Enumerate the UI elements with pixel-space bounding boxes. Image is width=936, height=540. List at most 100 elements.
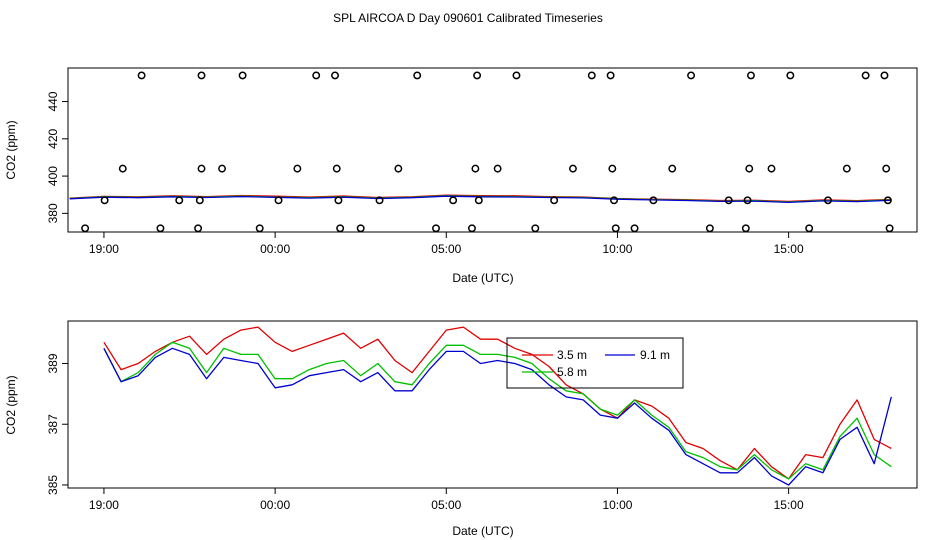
legend: 3.5 m 9.1 m 5.8 m xyxy=(506,337,684,389)
legend-label-3-5m: 3.5 m xyxy=(557,348,587,362)
top-x-axis: 19:00 00:00 05:00 10:00 15:00 xyxy=(89,232,804,256)
bottom-x-axis-label: Date (UTC) xyxy=(452,524,513,538)
data-point xyxy=(195,196,204,205)
data-point xyxy=(331,71,339,80)
x-tick-label: 00:00 xyxy=(260,498,290,512)
data-point xyxy=(473,71,482,80)
data-point xyxy=(531,224,540,233)
data-point xyxy=(137,71,146,80)
y-tick-label: 385 xyxy=(46,475,60,495)
data-point xyxy=(743,196,752,205)
bottom-marks xyxy=(103,326,892,486)
y-tick-label: 440 xyxy=(46,91,60,111)
data-point xyxy=(413,71,422,80)
data-point xyxy=(512,71,521,80)
data-point xyxy=(724,196,733,205)
data-point xyxy=(332,164,341,173)
bottom-panel: 19:00 00:00 05:00 10:00 15:00 385 387 389 Date… xyxy=(4,320,918,538)
data-point xyxy=(606,71,615,80)
data-point xyxy=(861,71,870,80)
data-point xyxy=(705,224,714,233)
bottom-y-axis: 385 387 389 xyxy=(46,353,68,495)
series-line-5-8-m xyxy=(103,341,892,480)
data-point xyxy=(745,164,754,173)
data-point xyxy=(687,71,696,80)
legend-box xyxy=(506,337,684,389)
x-tick-label: 19:00 xyxy=(89,242,119,256)
data-point xyxy=(356,224,365,233)
top-y-axis: 380 400 420 440 xyxy=(46,91,68,223)
data-point xyxy=(880,71,889,80)
data-point xyxy=(432,224,440,233)
x-tick-label: 00:00 xyxy=(260,242,290,256)
x-tick-label: 15:00 xyxy=(774,498,804,512)
data-point xyxy=(334,196,343,205)
data-point xyxy=(255,224,264,233)
data-point xyxy=(197,164,206,173)
y-tick-label: 387 xyxy=(46,414,60,434)
data-point xyxy=(336,224,345,233)
data-point xyxy=(194,224,203,233)
data-point xyxy=(649,196,658,205)
data-point xyxy=(175,196,184,205)
data-point xyxy=(824,196,832,205)
data-point xyxy=(238,71,247,80)
data-point xyxy=(293,164,302,173)
data-point xyxy=(885,224,894,233)
data-point xyxy=(747,71,755,80)
data-point xyxy=(312,71,321,80)
data-point xyxy=(568,164,577,173)
bottom-plot-frame xyxy=(67,320,918,489)
top-panel: 19:00 00:00 05:00 10:00 15:00 380 400 420 440 D… xyxy=(4,67,918,285)
series-line-9-1-m xyxy=(103,347,892,486)
data-point xyxy=(375,196,384,205)
legend-label-5-8m: 5.8 m xyxy=(557,365,587,379)
series-line-3-5-m xyxy=(103,326,892,480)
top-plot-frame xyxy=(67,67,918,233)
legend-label-9-1m: 9.1 m xyxy=(640,348,670,362)
data-point xyxy=(882,164,891,173)
data-point xyxy=(741,224,750,233)
data-point xyxy=(274,196,283,205)
data-point xyxy=(550,196,559,205)
x-tick-label: 05:00 xyxy=(431,498,461,512)
data-point xyxy=(611,224,620,233)
figure-title: SPL AIRCOA D Day 090601 Calibrated Times… xyxy=(333,11,603,25)
x-tick-label: 19:00 xyxy=(89,498,119,512)
top-y-axis-label: CO2 (ppm) xyxy=(4,120,18,179)
data-point xyxy=(118,164,127,173)
top-marks xyxy=(69,71,894,233)
data-point xyxy=(610,196,618,205)
bottom-x-axis: 19:00 00:00 05:00 10:00 15:00 xyxy=(89,488,804,512)
bottom-y-axis-label: CO2 (ppm) xyxy=(4,375,18,434)
x-tick-label: 05:00 xyxy=(431,242,461,256)
top-x-axis-label: Date (UTC) xyxy=(452,271,513,285)
data-point xyxy=(805,224,814,233)
data-point xyxy=(100,196,109,205)
data-point xyxy=(493,164,502,173)
x-tick-label: 10:00 xyxy=(602,498,632,512)
y-tick-label: 420 xyxy=(46,128,60,148)
data-point xyxy=(767,164,776,173)
data-point xyxy=(474,196,483,205)
data-point xyxy=(608,164,617,173)
data-point xyxy=(786,71,795,80)
data-point xyxy=(197,71,206,80)
y-tick-label: 400 xyxy=(46,166,60,186)
y-tick-label: 380 xyxy=(46,203,60,223)
x-tick-label: 15:00 xyxy=(774,242,804,256)
x-tick-label: 10:00 xyxy=(602,242,632,256)
data-point xyxy=(587,71,596,80)
data-point xyxy=(668,164,677,173)
y-tick-label: 389 xyxy=(46,353,60,373)
data-point xyxy=(394,164,403,173)
data-point xyxy=(883,196,892,205)
data-point xyxy=(842,164,851,173)
data-point xyxy=(81,224,90,233)
data-point xyxy=(471,164,480,173)
data-point xyxy=(449,196,458,205)
data-point xyxy=(156,224,165,233)
data-point xyxy=(468,224,476,233)
data-point xyxy=(630,224,639,233)
